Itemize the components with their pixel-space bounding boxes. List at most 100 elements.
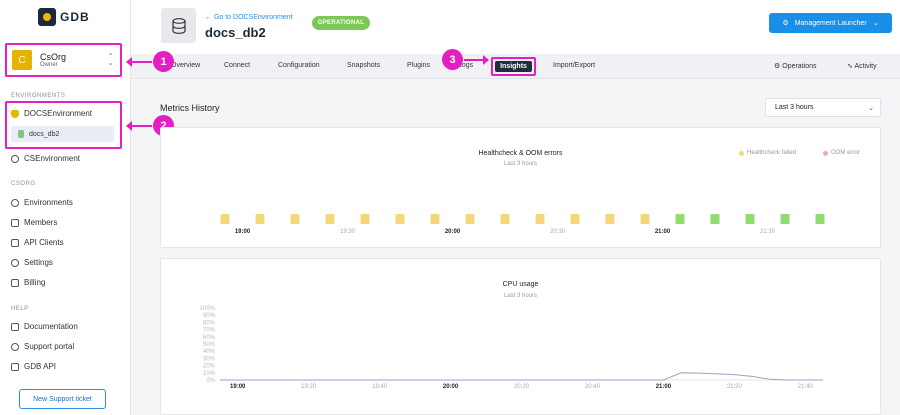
metrics-history-title: Metrics History — [160, 103, 220, 113]
x-tick-label: 20:30 — [550, 229, 566, 235]
sidebar-item-label: Support portal — [24, 342, 75, 351]
sidebar-item-label: Documentation — [24, 322, 78, 331]
tab-configuration[interactable]: Configuration — [278, 62, 320, 69]
api-clients-icon — [11, 238, 19, 247]
support-icon — [11, 342, 19, 351]
healthcheck-mark — [465, 214, 475, 224]
chart-subtitle: Last 3 hours — [503, 293, 538, 299]
y-tick-label: 50% — [203, 342, 216, 348]
org-name: CsOrg — [40, 52, 67, 62]
sidebar-item-documentation[interactable]: Documentation — [11, 322, 78, 331]
tab-overview[interactable]: Overview — [171, 62, 201, 69]
x-tick-label: 19:00 — [235, 229, 251, 235]
healthcheck-mark — [535, 214, 545, 224]
chevron-updown-icon: ⌃ ⌄ — [107, 52, 114, 67]
chevron-down-icon: ⌄ — [868, 105, 874, 112]
sidebar-item-docsenvironment[interactable]: DOCSEnvironment — [11, 109, 92, 118]
annotation-arrow-3 — [464, 55, 489, 65]
y-tick-label: 60% — [203, 335, 216, 341]
healthcheck-mark — [360, 214, 370, 224]
healthcheck-mark — [325, 214, 335, 224]
environment-highlight — [5, 101, 122, 149]
org-switcher[interactable]: C CsOrg Owner ⌃ ⌄ — [5, 43, 122, 77]
database-icon — [18, 130, 24, 138]
y-tick-label: 80% — [203, 320, 216, 326]
x-tick-label: 21:00 — [655, 229, 671, 235]
chart-subtitle: Last 3 hours — [503, 161, 538, 167]
y-tick-label: 70% — [203, 328, 216, 334]
logo-icon — [38, 8, 56, 26]
healthcheck-mark — [675, 214, 685, 224]
healthcheck-mark — [815, 214, 825, 224]
api-icon — [11, 362, 19, 371]
section-label-help: HELP — [11, 306, 29, 312]
healthcheck-mark — [220, 214, 230, 224]
healthcheck-mark — [640, 214, 650, 224]
logo[interactable]: GDB — [38, 8, 90, 26]
sidebar-item-api-clients[interactable]: API Clients — [11, 238, 64, 247]
sidebar-item-billing[interactable]: Billing — [11, 278, 45, 287]
legend-healthcheck: Healthcheck failed — [739, 150, 796, 156]
healthcheck-mark — [605, 214, 615, 224]
time-range-value: Last 3 hours — [775, 104, 814, 111]
status-badge: OPERATIONAL — [312, 16, 370, 30]
tab-logs[interactable]: Logs — [458, 62, 474, 69]
x-tick-label: 20:00 — [445, 229, 461, 235]
x-tick-label: 21:40 — [798, 384, 814, 390]
x-tick-label: 20:20 — [514, 384, 530, 390]
management-launcher-button[interactable]: ⚙ Management Launcher ⌄ — [769, 13, 892, 33]
sidebar: GDB C CsOrg Owner ⌃ ⌄ ENVIRONMENTS DOCSEn… — [0, 0, 131, 415]
gear-icon: ⚙ — [782, 20, 789, 27]
database-icon — [161, 8, 196, 43]
healthcheck-mark — [500, 214, 510, 224]
x-tick-label: 21:00 — [656, 384, 672, 390]
back-link[interactable]: ← Go to DOCSEnvironment — [205, 14, 293, 21]
sidebar-item-members[interactable]: Members — [11, 218, 57, 227]
tab-snapshots[interactable]: Snapshots — [347, 62, 381, 69]
sidebar-item-gdb-api[interactable]: GDB API — [11, 362, 56, 371]
new-support-ticket-button[interactable]: New Support ticket — [19, 389, 106, 409]
tab-insights[interactable]: Insights — [491, 57, 536, 76]
circle-icon — [11, 154, 19, 163]
back-link-label: Go to DOCSEnvironment — [213, 14, 293, 21]
shield-icon — [11, 109, 19, 118]
sidebar-item-support-portal[interactable]: Support portal — [11, 342, 74, 351]
annotation-marker-3: 3 — [442, 49, 463, 70]
org-role: Owner — [40, 62, 58, 68]
section-label-environments: ENVIRONMENTS — [11, 93, 66, 99]
billing-icon — [11, 278, 19, 287]
sidebar-item-label: Settings — [24, 258, 53, 267]
logo-text: GDB — [60, 10, 90, 24]
sidebar-item-csenvironment[interactable]: CSEnvironment — [11, 154, 80, 163]
y-tick-label: 40% — [203, 349, 216, 355]
tab-plugins[interactable]: Plugins — [407, 62, 430, 69]
legend-label: Healthcheck failed — [747, 150, 797, 156]
annotation-arrow-1 — [126, 57, 152, 67]
annotation-arrow-2 — [126, 121, 152, 131]
x-tick-label: 19:30 — [340, 229, 356, 235]
activity-link[interactable]: ∿ Activity — [847, 62, 877, 70]
gear-icon — [11, 258, 19, 267]
tab-connect[interactable]: Connect — [224, 62, 251, 69]
x-tick-label: 19:00 — [230, 384, 246, 390]
sidebar-item-docs-db2[interactable]: docs_db2 — [11, 126, 114, 142]
x-tick-label: 20:40 — [585, 384, 601, 390]
tab-insights-label: Insights — [495, 61, 532, 72]
sidebar-item-label: GDB API — [24, 362, 57, 371]
operations-link[interactable]: ⚙ Operations — [774, 62, 816, 70]
healthcheck-panel: Healthcheck & OOM errors Last 3 hours He… — [160, 127, 881, 248]
legend-label: OOM error — [831, 150, 860, 156]
activity-icon: ∿ — [847, 63, 855, 70]
sidebar-item-environments[interactable]: Environments — [11, 198, 73, 207]
annotation-marker-1: 1 — [153, 51, 174, 72]
healthcheck-mark — [745, 214, 755, 224]
tab-import-export[interactable]: Import/Export — [553, 62, 596, 69]
sidebar-item-settings[interactable]: Settings — [11, 258, 53, 267]
time-range-select[interactable]: Last 3 hours ⌄ — [765, 98, 881, 117]
sidebar-item-label: docs_db2 — [29, 130, 60, 138]
healthcheck-mark — [255, 214, 265, 224]
operations-label: Operations — [782, 63, 817, 70]
y-tick-label: 0% — [206, 378, 215, 384]
activity-label: Activity — [854, 63, 877, 70]
healthcheck-chart: 19:00 19:30 20:00 20:30 21:00 21:30 — [220, 214, 825, 235]
